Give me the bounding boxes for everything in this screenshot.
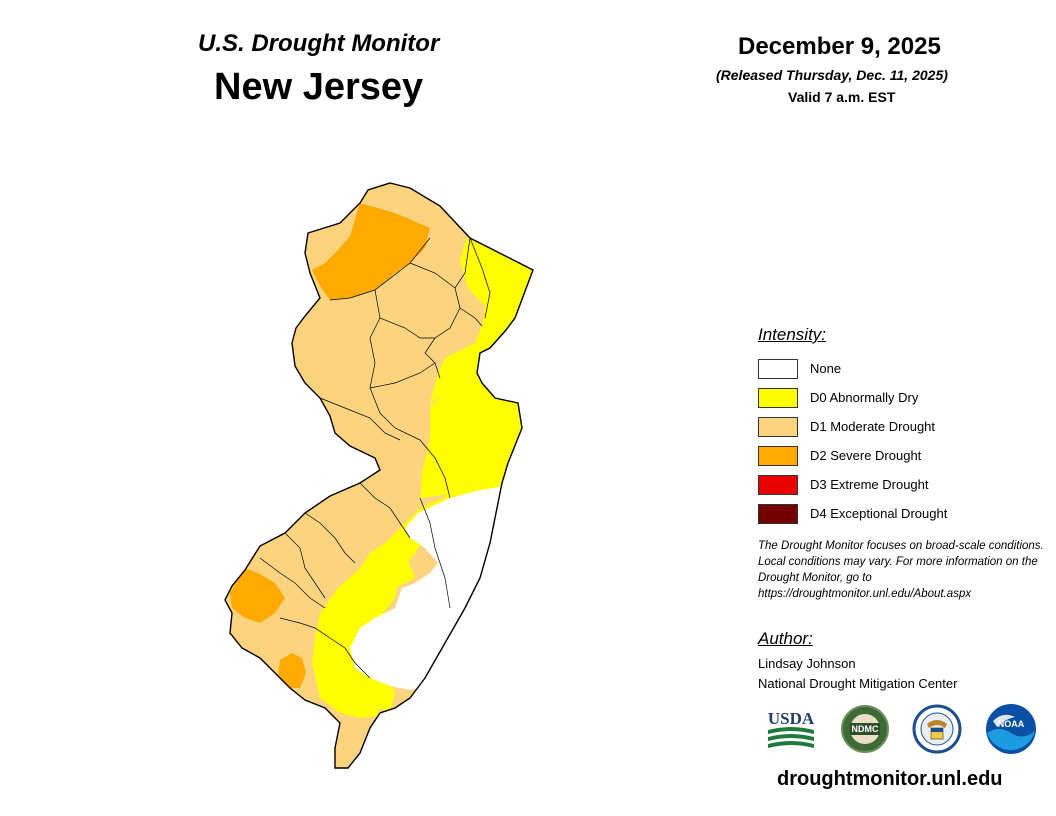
d2-northwest-region [312, 203, 430, 300]
author-organization: National Drought Mitigation Center [758, 676, 958, 691]
usda-logo: USDA [768, 709, 815, 748]
map-title: New Jersey [214, 66, 424, 108]
legend-label: D0 Abnormally Dry [810, 390, 919, 405]
legend-swatch [758, 416, 798, 437]
legend-swatch [758, 445, 798, 466]
county-borders [259, 237, 491, 679]
legend-label: D2 Severe Drought [810, 448, 922, 463]
legend-label: D4 Exceptional Drought [810, 506, 948, 521]
legend-swatch [758, 358, 798, 379]
noaa-logo: NOAA [986, 704, 1036, 754]
legend-item-d3: D3 Extreme Drought [758, 470, 947, 499]
legend-title: Intensity: [758, 325, 827, 344]
author-title: Author: [758, 629, 813, 648]
legend-swatch [758, 387, 798, 408]
valid-time: Valid 7 a.m. EST [788, 89, 896, 105]
website-link[interactable]: droughtmonitor.unl.edu [777, 768, 1003, 790]
legend-item-d0: D0 Abnormally Dry [758, 383, 947, 412]
legend-label: D1 Moderate Drought [810, 419, 936, 434]
map-subtitle: U.S. Drought Monitor [198, 30, 440, 57]
legend-swatch [758, 503, 798, 524]
none-region [350, 486, 505, 690]
partner-logos: USDA NDMC NOAA [764, 704, 1044, 762]
commerce-seal-icon [912, 704, 962, 754]
d2-south-region [278, 653, 306, 688]
svg-text:USDA: USDA [768, 709, 815, 728]
release-date: (Released Thursday, Dec. 11, 2025) [716, 67, 948, 83]
svg-text:NDMC: NDMC [852, 724, 879, 734]
legend-item-d1: D1 Moderate Drought [758, 412, 947, 441]
svg-text:NOAA: NOAA [998, 719, 1025, 729]
legend: None D0 Abnormally Dry D1 Moderate Droug… [758, 354, 947, 528]
ndmc-logo: NDMC [841, 705, 889, 753]
map-date: December 9, 2025 [738, 33, 941, 60]
legend-item-d2: D2 Severe Drought [758, 441, 947, 470]
d2-southwest-region [230, 568, 285, 623]
legend-label: D3 Extreme Drought [810, 477, 929, 492]
author-name: Lindsay Johnson [758, 656, 856, 671]
drought-monitor-note: The Drought Monitor focuses on broad-sca… [758, 540, 1044, 600]
legend-swatch [758, 474, 798, 495]
drought-map [224, 182, 534, 769]
legend-item-d4: D4 Exceptional Drought [758, 499, 947, 528]
legend-label: None [810, 361, 842, 376]
legend-item-none: None [758, 354, 947, 383]
